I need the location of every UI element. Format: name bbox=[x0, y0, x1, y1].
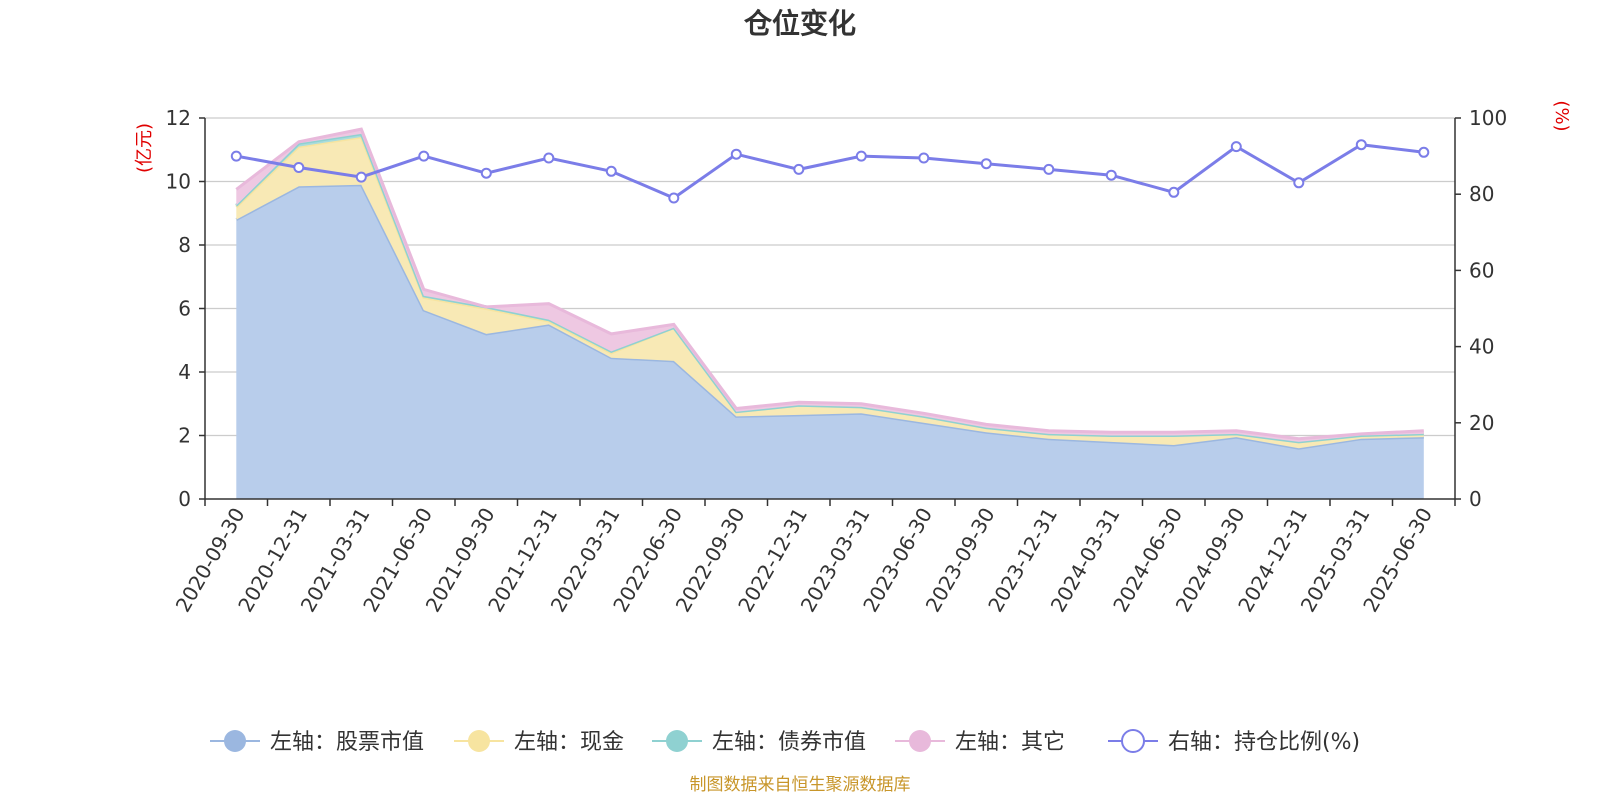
left-axis-unit: (亿元) bbox=[134, 123, 155, 173]
area-series-1 bbox=[236, 184, 1424, 499]
holding-ratio-point[interactable] bbox=[418, 150, 430, 162]
holding-ratio-point[interactable] bbox=[1293, 177, 1305, 189]
legend-label: 左轴：现金 bbox=[514, 730, 624, 755]
left-tick-label: 12 bbox=[166, 106, 191, 130]
holding-ratio-point[interactable] bbox=[605, 165, 617, 177]
holding-ratio-point[interactable] bbox=[230, 150, 242, 162]
holding-ratio-point[interactable] bbox=[355, 171, 367, 183]
holding-ratio-point[interactable] bbox=[980, 158, 992, 170]
holding-ratio-point[interactable] bbox=[730, 148, 742, 160]
left-tick-label: 2 bbox=[178, 424, 191, 448]
holding-ratio-point[interactable] bbox=[668, 192, 680, 204]
right-tick-label: 60 bbox=[1469, 258, 1494, 282]
right-tick-label: 80 bbox=[1469, 182, 1494, 206]
legend-item-1[interactable]: 左轴：股票市值 bbox=[210, 730, 424, 755]
chart-title: 仓位变化 bbox=[744, 7, 856, 40]
source-note: 制图数据来自恒生聚源数据库 bbox=[690, 775, 911, 795]
legend-item-5[interactable]: 右轴：持仓比例(%) bbox=[1108, 729, 1360, 755]
holding-ratio-path bbox=[236, 143, 1424, 200]
right-axis-unit: (%) bbox=[1551, 100, 1572, 131]
right-tick-label: 20 bbox=[1469, 411, 1494, 435]
holding-ratio-point[interactable] bbox=[1355, 139, 1367, 151]
left-tick-label: 0 bbox=[178, 487, 191, 511]
left-tick-label: 10 bbox=[166, 170, 191, 194]
left-tick-label: 4 bbox=[178, 360, 191, 384]
holding-ratio-line bbox=[230, 139, 1430, 204]
left-tick-label: 6 bbox=[178, 297, 191, 321]
legend-marker bbox=[224, 730, 246, 752]
legend-marker bbox=[468, 730, 490, 752]
left-tick-label: 8 bbox=[178, 233, 191, 257]
legend-label: 左轴：债券市值 bbox=[712, 730, 866, 755]
right-tick-label: 40 bbox=[1469, 335, 1494, 359]
legend-item-4[interactable]: 左轴：其它 bbox=[895, 730, 1065, 755]
holding-ratio-point[interactable] bbox=[1230, 141, 1242, 153]
legend-marker bbox=[1121, 729, 1145, 753]
holding-ratio-point[interactable] bbox=[293, 162, 305, 173]
right-tick-label: 0 bbox=[1469, 487, 1482, 511]
holding-ratio-point[interactable] bbox=[1105, 169, 1117, 181]
legend-label: 左轴：其它 bbox=[955, 730, 1065, 755]
holding-ratio-point[interactable] bbox=[855, 150, 867, 162]
legend-marker bbox=[666, 730, 688, 752]
holding-ratio-point[interactable] bbox=[1168, 186, 1180, 198]
holding-ratio-point[interactable] bbox=[543, 152, 555, 164]
legend-item-3[interactable]: 左轴：债券市值 bbox=[652, 730, 866, 755]
holding-ratio-point[interactable] bbox=[1043, 163, 1055, 175]
legend-label: 左轴：股票市值 bbox=[270, 730, 424, 755]
holding-ratio-point[interactable] bbox=[480, 167, 492, 179]
legend-item-2[interactable]: 左轴：现金 bbox=[454, 730, 624, 755]
area-edge-series-4 bbox=[235, 127, 1424, 441]
holding-ratio-point[interactable] bbox=[793, 163, 805, 175]
legend-marker bbox=[909, 730, 931, 752]
stacked-areas bbox=[235, 127, 1424, 499]
holding-ratio-point[interactable] bbox=[1418, 146, 1430, 158]
area-series-2 bbox=[236, 137, 1424, 449]
holding-ratio-point[interactable] bbox=[918, 152, 930, 164]
legend: 左轴：股票市值 左轴：现金 左轴：债券市值 左轴：其它 右轴：持仓比例(%) bbox=[210, 729, 1360, 755]
legend-label: 右轴：持仓比例(%) bbox=[1168, 730, 1360, 755]
right-tick-label: 100 bbox=[1469, 106, 1507, 130]
